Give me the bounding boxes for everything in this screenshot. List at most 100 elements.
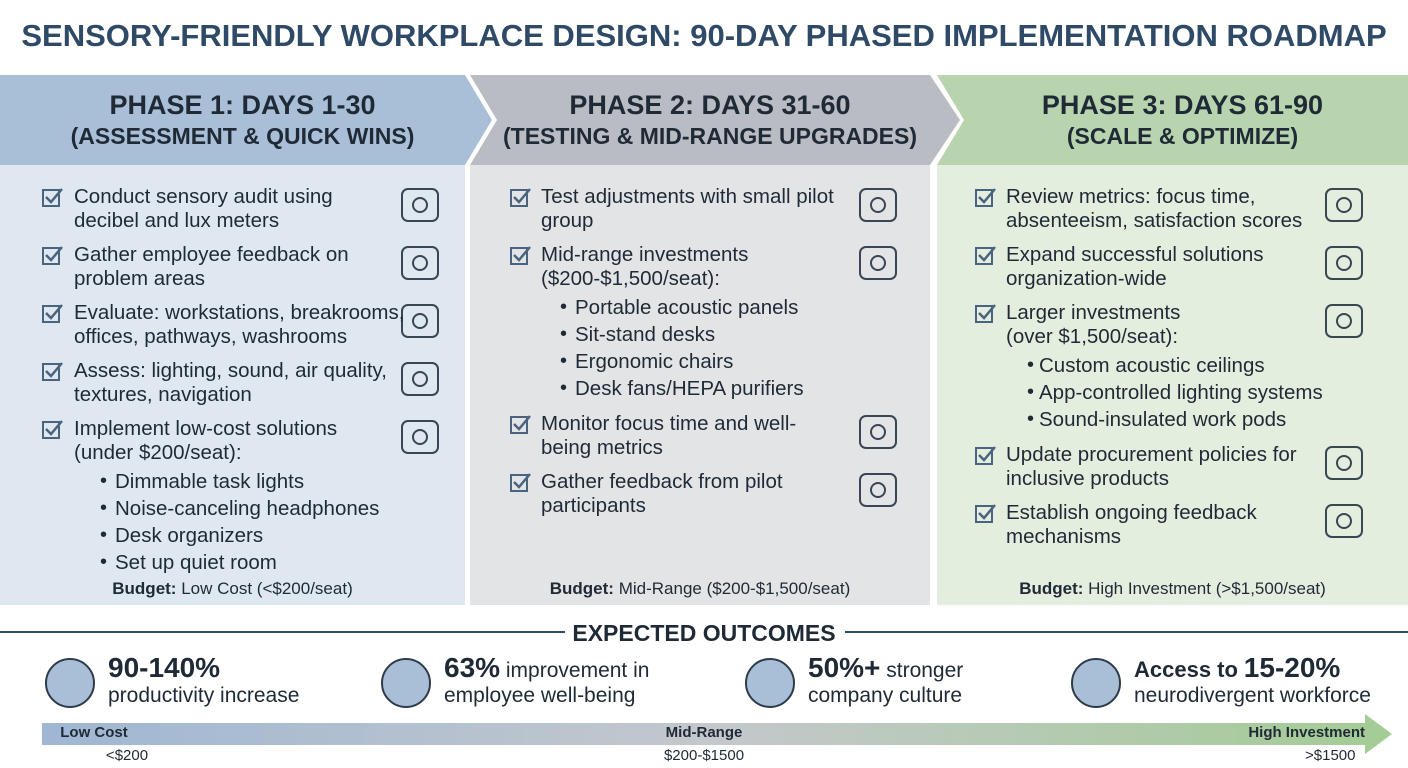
item-text: (under $200/seat): — [74, 441, 242, 464]
outcome-icon — [742, 655, 798, 711]
bullet: • — [100, 524, 108, 546]
item-text: (over $1,500/seat): — [1006, 325, 1179, 348]
budget-label: Budget: — [1019, 579, 1084, 598]
item-icon — [398, 185, 442, 225]
item-text: Conduct sensory audit using — [74, 185, 333, 208]
phase-subtitle: (TESTING & MID-RANGE UPGRADES) — [503, 123, 917, 149]
item-icon — [1322, 443, 1366, 483]
budget: Budget: Low Cost (<$200/seat) — [0, 579, 465, 599]
item-text: decibel and lux meters — [74, 209, 280, 232]
item-text: Larger investments — [1006, 301, 1181, 324]
phase-title: PHASE 1: DAYS 1-30 — [109, 90, 376, 120]
subitem-text: Noise-canceling headphones — [115, 497, 380, 520]
bullet: • — [100, 551, 108, 573]
item-text: participants — [541, 494, 646, 517]
outcome-icon — [378, 655, 434, 711]
subitem-text: App-controlled lighting systems — [1039, 381, 1323, 404]
phase-subtitle: (SCALE & OPTIMIZE) — [1066, 123, 1299, 149]
subitem-text: Ergonomic chairs — [575, 350, 734, 373]
subitem-text: Desk fans/HEPA purifiers — [575, 377, 804, 400]
item-icon — [856, 412, 900, 452]
header-3 — [937, 75, 1408, 165]
subitem-text: Sound-insulated work pods — [1039, 408, 1287, 431]
bullet: • — [1027, 354, 1035, 376]
item-icon — [1322, 501, 1366, 541]
checkbox-icon — [510, 472, 531, 492]
item-icon — [856, 470, 900, 510]
outcome-line-2: employee well-being — [444, 684, 636, 707]
scale-range: >$1500 — [1305, 747, 1356, 764]
bullet: • — [560, 350, 568, 372]
cost-scale-arrow — [42, 714, 1392, 754]
bullet: • — [100, 470, 108, 492]
outcome-pre: Access to — [1134, 657, 1238, 682]
item-icon — [1322, 301, 1366, 341]
outcome-lead: 15-20% — [1243, 652, 1341, 683]
budget: Budget: High Investment (>$1,500/seat) — [937, 579, 1408, 599]
item-text: Mid-range investments — [541, 243, 749, 266]
budget-label: Budget: — [112, 579, 177, 598]
panel-2 — [470, 165, 930, 605]
item-text: group — [541, 209, 594, 232]
panel-1 — [0, 165, 465, 605]
item-text: Expand successful solutions — [1006, 243, 1264, 266]
subitem-text: Desk organizers — [115, 524, 264, 547]
bullet: • — [560, 323, 568, 345]
phase-subtitle: (ASSESSMENT & QUICK WINS) — [70, 123, 415, 149]
item-text: Review metrics: focus time, — [1006, 185, 1256, 208]
item-icon — [856, 243, 900, 283]
title: SENSORY-FRIENDLY WORKPLACE DESIGN: 90-DA… — [21, 18, 1387, 53]
item-icon — [1322, 243, 1366, 283]
checkbox-icon — [975, 187, 996, 207]
subitem-text: Dimmable task lights — [115, 470, 305, 493]
outcome-icon — [1068, 655, 1124, 711]
outcome-line-1: 63% improvement in — [444, 652, 649, 684]
item-text: ($200-$1,500/seat): — [541, 267, 720, 290]
checkbox-icon — [975, 445, 996, 465]
item-icon — [398, 301, 442, 341]
outcome-lead: 50%+ — [808, 652, 881, 683]
item-text: being metrics — [541, 436, 663, 459]
subitem-text: Custom acoustic ceilings — [1039, 354, 1265, 377]
item-text: mechanisms — [1006, 525, 1122, 548]
outcome-line-2: company culture — [808, 684, 963, 707]
scale-name: High Investment — [1248, 724, 1365, 741]
item-text: Assess: lighting, sound, air quality, — [74, 359, 387, 382]
item-icon — [398, 417, 442, 457]
item-text: Update procurement policies for — [1006, 443, 1297, 466]
subitem-text: Portable acoustic panels — [575, 296, 799, 319]
bullet: • — [560, 296, 568, 318]
item-icon — [1322, 185, 1366, 225]
bullet: • — [1027, 408, 1035, 430]
budget: Budget: Mid-Range ($200-$1,500/seat) — [470, 579, 930, 599]
item-text: Establish ongoing feedback — [1006, 501, 1257, 524]
outcome-line-2: neurodivergent workforce — [1134, 684, 1371, 707]
item-text: Evaluate: workstations, breakrooms, — [74, 301, 405, 324]
budget-value: High Investment (>$1,500/seat) — [1088, 579, 1326, 598]
scale-range: <$200 — [105, 747, 149, 764]
subitem-text: Sit-stand desks — [575, 323, 716, 346]
checkbox-icon — [510, 245, 531, 265]
checkbox-icon — [975, 245, 996, 265]
budget-value: Mid-Range ($200-$1,500/seat) — [618, 579, 851, 598]
checkbox-icon — [42, 245, 63, 265]
item-icon — [398, 359, 442, 399]
phase-title: PHASE 3: DAYS 61-90 — [1041, 90, 1324, 120]
panel-3 — [937, 165, 1408, 605]
checkbox-icon — [42, 303, 63, 323]
item-text: Gather feedback from pilot — [541, 470, 783, 493]
phase-title: PHASE 2: DAYS 31-60 — [569, 90, 851, 120]
bullet: • — [560, 377, 568, 399]
item-text: Gather employee feedback on — [74, 243, 349, 266]
checkbox-icon — [510, 187, 531, 207]
budget-value: Low Cost (<$200/seat) — [181, 579, 353, 598]
item-icon — [398, 243, 442, 283]
scale-name: Mid-Range — [665, 724, 743, 741]
bullet: • — [100, 497, 108, 519]
budget-label: Budget: — [549, 579, 614, 598]
checkbox-icon — [42, 419, 63, 439]
outcome-lead: 90-140% — [108, 652, 221, 683]
item-text: Monitor focus time and well- — [541, 412, 797, 435]
outcome-line-1: Access to 15-20% — [1134, 652, 1340, 684]
